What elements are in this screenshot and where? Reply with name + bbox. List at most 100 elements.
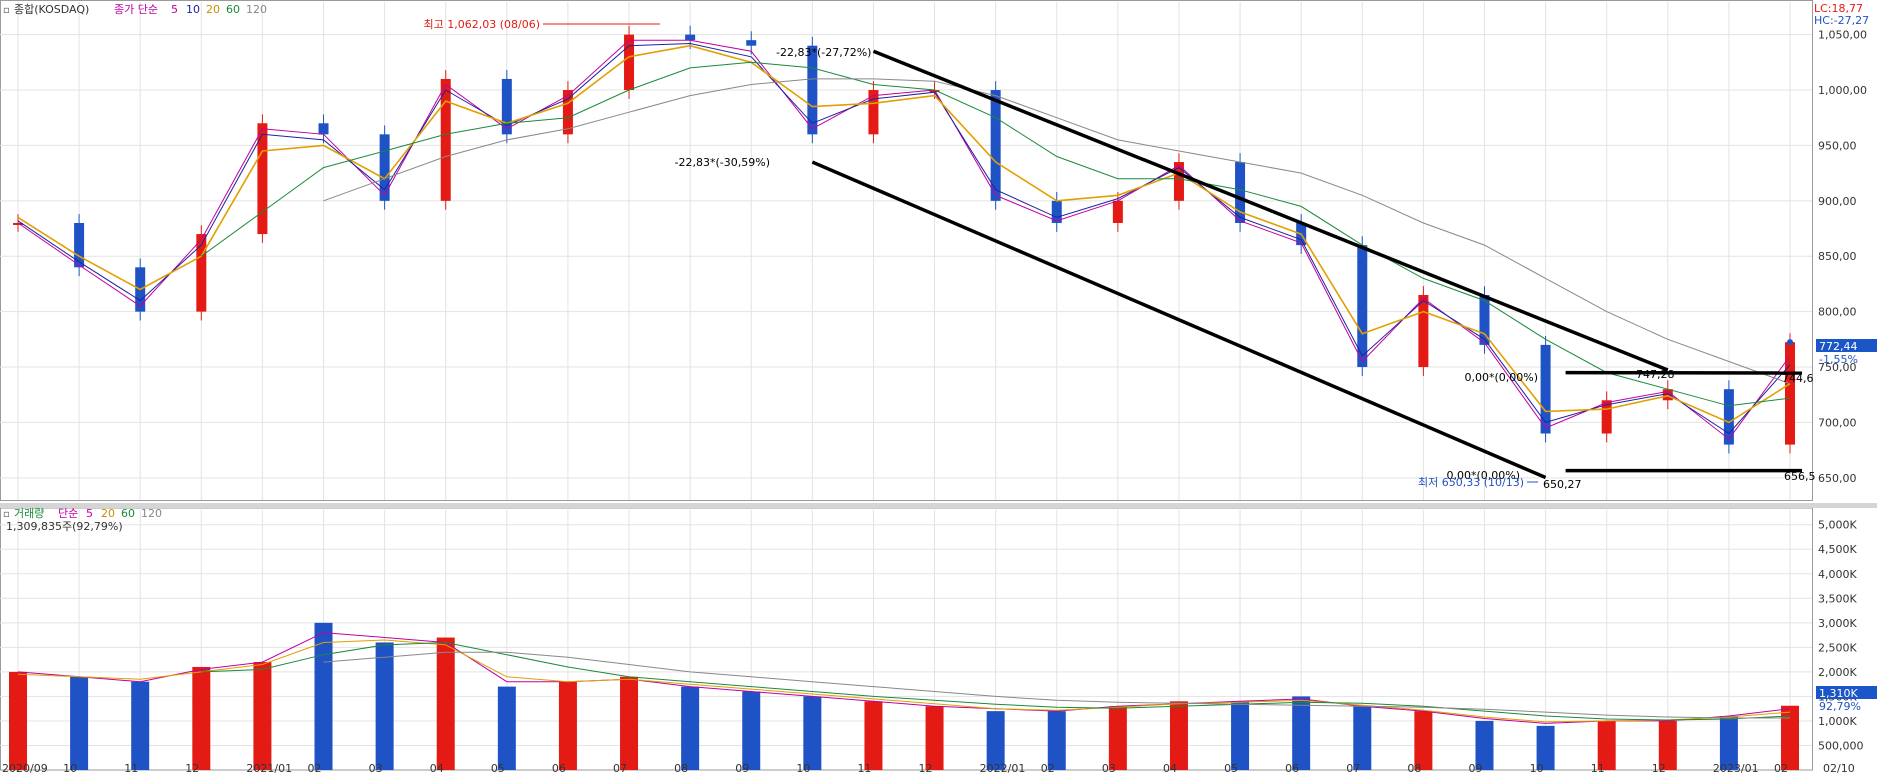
x-tick-label: 2022/01 — [980, 762, 1026, 775]
volume-bar — [1414, 711, 1433, 770]
volume-bar — [1719, 716, 1738, 770]
x-tick-label: 12 — [919, 762, 933, 775]
volume-legend-ma60: 60 — [121, 507, 135, 520]
x-tick-label: 11 — [857, 762, 871, 775]
volume-bar — [1108, 706, 1127, 770]
x-tick-label: 06 — [1285, 762, 1299, 775]
volume-legend-ma20: 20 — [101, 507, 115, 520]
support-pct: 0,00*(0,00%) — [1446, 469, 1520, 482]
x-tick-label: 2020/09 — [2, 762, 48, 775]
price-y-tick-label: 1,050,00 — [1818, 29, 1867, 42]
volume-bar — [1292, 696, 1311, 770]
price-legend-ma-label: 종가 단순 — [114, 3, 158, 16]
price-candle — [257, 123, 268, 235]
x-tick-label: 03 — [1102, 762, 1116, 775]
x-tick-label: 02 — [308, 762, 322, 775]
price-candle — [74, 222, 85, 268]
x-tick-label: 2023/01 — [1713, 762, 1759, 775]
support-end: 656,5 — [1784, 470, 1816, 483]
price-candle — [1723, 389, 1734, 445]
volume-bar — [1781, 705, 1799, 770]
volume-ma-line-120 — [323, 651, 1790, 719]
x-tick-label: 05 — [1224, 762, 1238, 775]
volume-y-tick-label: 3,000K — [1818, 617, 1857, 630]
volume-bar — [1597, 720, 1616, 770]
volume-bar — [436, 637, 455, 770]
x-tick-label: 02/10 — [1823, 762, 1855, 775]
high-annotation: 최고 1,062,03 (08/06) — [423, 18, 540, 31]
volume-legend-prefix: ▫ — [3, 509, 10, 520]
x-tick-label: 09 — [1468, 762, 1482, 775]
volume-legend-ma-label: 단순 — [58, 507, 78, 520]
price-legend-ma20: 20 — [206, 3, 220, 16]
last-price-tag — [1816, 339, 1877, 352]
volume-y-tick-label: 4,000K — [1818, 568, 1857, 581]
price-candle — [1357, 245, 1368, 368]
volume-bar — [1475, 720, 1494, 770]
volume-bar — [1658, 720, 1677, 770]
x-tick-label: 07 — [613, 762, 627, 775]
trendline — [811, 160, 1547, 480]
last-volume-tag — [1816, 686, 1877, 699]
last-change: -1,55% — [1819, 353, 1858, 366]
volume-legend-ma5: 5 — [86, 507, 93, 520]
panel-divider[interactable] — [0, 503, 1877, 508]
x-tick-label: 12 — [185, 762, 199, 775]
volume-bar — [497, 686, 516, 770]
x-tick-label: 08 — [674, 762, 688, 775]
x-tick-label: 09 — [735, 762, 749, 775]
volume-y-tick-label: 4,500K — [1818, 543, 1857, 556]
price-candle — [13, 222, 23, 225]
hc-label: HC:-27,27 — [1814, 14, 1869, 27]
low-annotation: 최저 650,33 (10/13) — [1418, 476, 1524, 489]
x-tick-label: 02 — [1041, 762, 1055, 775]
price-candle — [685, 34, 696, 41]
price-panel-frame — [0, 0, 1813, 501]
x-tick-label: 11 — [124, 762, 138, 775]
upper-channel-pct: -22,83*(-27,72%) — [776, 46, 871, 59]
trendline — [872, 49, 1669, 372]
volume-bar — [1047, 711, 1066, 770]
volume-bar — [864, 701, 883, 770]
resistance-value: 747,28 — [1636, 368, 1675, 381]
volume-bar — [70, 676, 89, 770]
volume-bar — [742, 691, 761, 770]
axes: 650,00 700,00 750,00 800,00 850,00 900,00 950,… — [2, 29, 1867, 775]
price-y-tick-label: 750,00 — [1818, 361, 1857, 374]
price-candle — [196, 234, 207, 312]
x-tick-label: 05 — [491, 762, 505, 775]
lc-label: LC:18,77 — [1814, 2, 1863, 15]
volume-legend-title[interactable]: 거래량 — [14, 507, 44, 520]
x-tick-label: 10 — [63, 762, 77, 775]
volume-bar — [803, 696, 822, 770]
volume-bar — [681, 686, 700, 770]
volume-series — [9, 622, 1799, 770]
price-candle — [1418, 295, 1429, 368]
volume-bar — [558, 681, 577, 770]
x-tick-label: 06 — [552, 762, 566, 775]
resistance-end: 744,6 — [1782, 372, 1814, 385]
volume-bar — [620, 676, 639, 770]
volume-y-tick-label: 2,500K — [1818, 641, 1857, 654]
price-candle — [746, 40, 757, 46]
volume-bar — [192, 666, 211, 770]
price-y-tick-label: 850,00 — [1818, 250, 1857, 263]
price-y-tick-label: 650,00 — [1818, 472, 1857, 485]
volume-bar — [1353, 706, 1372, 770]
price-legend-title[interactable]: 종합(KOSDAQ) — [14, 3, 89, 16]
price-candle — [1479, 295, 1490, 345]
volume-y-tick-label: 1,000K — [1818, 715, 1857, 728]
price-candle — [990, 90, 1001, 201]
price-candle — [624, 34, 635, 91]
volume-bar — [1169, 701, 1188, 770]
last-volume: 1,310K — [1819, 687, 1858, 700]
price-candle — [1662, 389, 1673, 401]
volume-bar — [986, 711, 1005, 770]
volume-bar — [1536, 725, 1555, 770]
volume-ma-line-20 — [17, 639, 1791, 723]
price-candle — [868, 90, 879, 135]
x-tick-label: 02 — [1774, 762, 1788, 775]
price-ma-line-120 — [323, 78, 1791, 385]
volume-ma-line-60 — [201, 641, 1791, 721]
price-legend-ma5: 5 — [171, 3, 178, 16]
